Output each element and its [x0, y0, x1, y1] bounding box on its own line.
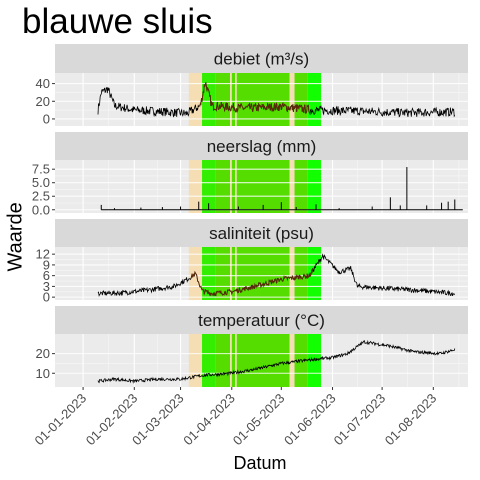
data-series-highlight — [198, 82, 310, 114]
shaded-period — [202, 160, 216, 213]
x-tick-label: 01-01-2023 — [32, 391, 90, 449]
shaded-period — [235, 247, 237, 300]
shaded-period — [231, 73, 236, 126]
facet-strip-label: temperatuur (°C) — [198, 311, 325, 330]
y-tick-label: 10 — [36, 366, 50, 381]
shaded-period — [188, 160, 203, 213]
shaded-period — [236, 247, 290, 300]
shaded-period — [294, 73, 308, 126]
x-tick-label: 01-05-2023 — [230, 391, 288, 449]
shaded-period — [230, 247, 232, 300]
facet-strip-label: neerslag (mm) — [207, 137, 317, 156]
data-series-line — [97, 339, 456, 384]
facet-strip — [55, 306, 468, 334]
y-tick-label: 0 — [43, 111, 50, 126]
facet-panel: neerslag (mm) 0.02.55.07.5 — [32, 132, 468, 217]
shaded-period — [289, 334, 295, 387]
x-tick-label: 01-04-2023 — [180, 391, 238, 449]
shaded-period — [215, 160, 231, 213]
facet-strip — [55, 132, 468, 160]
shaded-period — [231, 334, 236, 387]
y-tick-label: 7.5 — [32, 162, 50, 177]
shaded-period — [289, 247, 295, 300]
facet-strip-label: saliniteit (psu) — [209, 224, 314, 243]
shaded-period — [236, 334, 290, 387]
facet-strip-label: debiet (m³/s) — [214, 50, 309, 69]
facet-panel: debiet (m³/s) 0 20 40 — [36, 44, 468, 126]
shaded-period — [215, 73, 231, 126]
shaded-period — [289, 160, 295, 213]
shaded-period — [289, 73, 295, 126]
shaded-period — [294, 247, 308, 300]
y-tick-label: 20 — [36, 346, 50, 361]
facet-panel: temperatuur (°C)102001-01-202301-02-2023… — [32, 306, 468, 448]
x-axis-label: Datum — [233, 453, 287, 473]
x-tick-label: 01-06-2023 — [281, 391, 339, 449]
shaded-period — [235, 73, 237, 126]
shaded-period — [215, 334, 231, 387]
y-tick-label: 0 — [43, 290, 50, 305]
shaded-period — [188, 73, 203, 126]
shaded-period — [236, 73, 290, 126]
data-series-highlight — [191, 268, 314, 297]
shaded-period — [230, 73, 232, 126]
shaded-period — [307, 334, 321, 387]
shaded-period — [307, 160, 321, 213]
y-tick-label: 20 — [36, 94, 50, 109]
y-tick-label: 5.0 — [32, 175, 50, 190]
shaded-period — [307, 73, 321, 126]
shaded-period — [202, 73, 216, 126]
y-tick-label: 9 — [43, 257, 50, 272]
y-tick-label: 6 — [43, 268, 50, 283]
shaded-period — [235, 160, 237, 213]
y-tick-label: 3 — [43, 279, 50, 294]
y-tick-label: 0.0 — [32, 202, 50, 217]
shaded-period — [230, 160, 232, 213]
y-tick-label: 12 — [36, 247, 50, 262]
chart-title: blauwe sluis — [22, 2, 213, 41]
facet-strip — [55, 219, 468, 247]
shaded-period — [231, 247, 236, 300]
y-tick-label: 2.5 — [32, 189, 50, 204]
facet-strip — [55, 44, 468, 73]
x-tick-label: 01-07-2023 — [331, 391, 389, 449]
shaded-period — [202, 334, 216, 387]
shaded-period — [230, 334, 232, 387]
y-tick-label: 40 — [36, 76, 50, 91]
shaded-period — [235, 334, 237, 387]
shaded-period — [294, 160, 308, 213]
x-tick-label: 01-08-2023 — [382, 391, 440, 449]
shaded-period — [231, 160, 236, 213]
